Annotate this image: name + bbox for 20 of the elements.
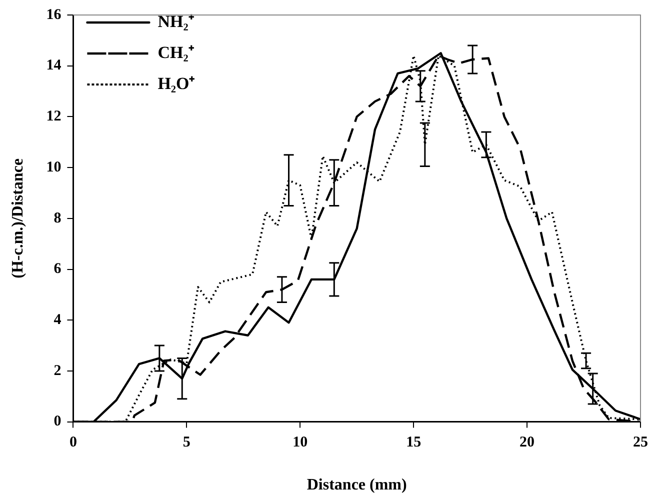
y-tick-label: 16: [46, 6, 62, 23]
x-tick-label: 10: [292, 434, 308, 451]
legend-label: NH₂⁺: [158, 12, 194, 31]
y-tick-label: 12: [46, 108, 62, 125]
y-axis-title: (H-c.m.)/Distance: [10, 158, 27, 278]
y-tick-label: 4: [54, 312, 62, 328]
x-tick-label: 5: [182, 434, 190, 451]
y-tick-label: 6: [54, 261, 62, 278]
x-axis-title: Distance (mm): [306, 476, 407, 494]
y-tick-label: 8: [54, 210, 62, 226]
y-tick-label: 0: [54, 414, 62, 430]
legend-label: H₂O⁺: [158, 74, 196, 93]
y-tick-label: 2: [54, 362, 62, 379]
y-tick-label: 10: [46, 159, 62, 176]
x-tick-label: 25: [633, 434, 648, 451]
x-tick-label: 0: [69, 434, 77, 451]
x-tick-label: 15: [406, 434, 422, 451]
legend-label: CH₂⁺: [158, 42, 194, 62]
x-tick-label: 20: [520, 434, 535, 451]
y-tick-label: 14: [46, 58, 62, 74]
